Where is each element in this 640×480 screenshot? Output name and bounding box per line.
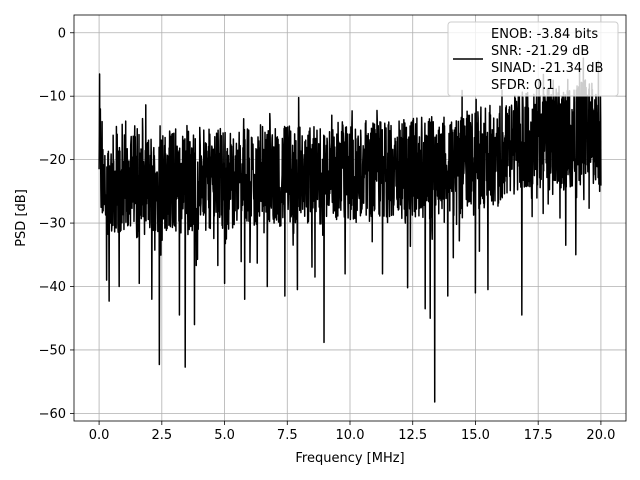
legend: ENOB: -3.84 bits SNR: -21.29 dB SINAD: -… <box>447 21 619 97</box>
x-axis-label: Frequency [MHz] <box>295 451 404 466</box>
x-tick-label: 7.5 <box>277 428 298 443</box>
legend-text-enob: ENOB: -3.84 bits <box>491 27 598 42</box>
y-tick-label: −10 <box>39 90 66 105</box>
x-tick-label: 5.0 <box>214 428 235 443</box>
x-axis: 0.0 2.5 5.0 7.5 10.0 12.5 15.0 17.5 20.0 <box>89 421 615 443</box>
x-tick-label: 12.5 <box>398 428 427 443</box>
x-tick-label: 15.0 <box>461 428 490 443</box>
x-tick-label: 2.5 <box>151 428 172 443</box>
legend-text-sfdr: SFDR: 0.1 <box>491 78 555 93</box>
y-tick-label: 0 <box>58 26 66 41</box>
psd-series-line <box>98 57 602 403</box>
y-tick-label: −30 <box>39 217 66 232</box>
x-tick-label: 20.0 <box>586 428 615 443</box>
y-axis-label: PSD [dB] <box>14 189 29 247</box>
legend-box <box>447 21 619 97</box>
x-tick-label: 17.5 <box>524 428 553 443</box>
x-tick-label: 10.0 <box>336 428 365 443</box>
y-tick-label: −50 <box>39 343 66 358</box>
psd-trace <box>98 57 602 403</box>
y-tick-label: −20 <box>39 153 66 168</box>
legend-text-sinad: SINAD: -21.34 dB <box>491 61 603 76</box>
x-tick-label: 0.0 <box>89 428 110 443</box>
y-tick-label: −60 <box>39 407 66 422</box>
legend-text-snr: SNR: -21.29 dB <box>491 44 589 59</box>
y-tick-label: −40 <box>39 280 66 295</box>
y-axis: 0 −10 −20 −30 −40 −50 −60 <box>39 26 74 422</box>
